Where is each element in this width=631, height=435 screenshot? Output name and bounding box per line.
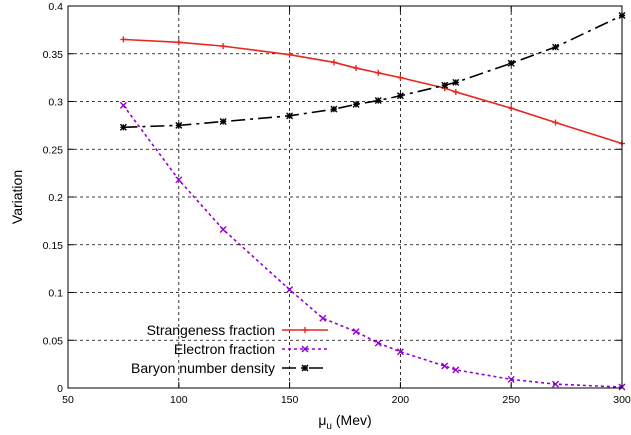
legend-marker <box>302 327 308 333</box>
data-point <box>552 380 560 388</box>
data-point <box>352 100 360 108</box>
data-point <box>286 286 294 294</box>
data-point <box>374 97 382 105</box>
y-tick-label: 0.2 <box>48 192 63 204</box>
series-3 <box>119 12 626 131</box>
legend-label: Strangeness fraction <box>147 322 275 338</box>
data-point <box>352 328 360 336</box>
data-point <box>508 105 515 112</box>
data-point <box>452 88 459 95</box>
series-layer <box>119 12 626 391</box>
y-tick-label: 0.3 <box>48 97 63 109</box>
legend-entry: Baryon number density <box>131 360 328 376</box>
ticks: 50 100 150 200 250 300 0 0.05 0.1 0.15 0.2 0.25 0.3 0… <box>43 1 631 406</box>
legend-label: Electron fraction <box>174 341 275 357</box>
x-axis-label-unit: (Mev) <box>332 412 372 428</box>
x-axis-label-sub: u <box>326 421 332 432</box>
data-point <box>396 92 404 100</box>
legend-label: Baryon number density <box>131 360 275 376</box>
x-tick-label: 250 <box>502 394 520 406</box>
x-axis-label-main: μ <box>318 412 326 428</box>
legend-entry: Electron fraction <box>174 341 328 357</box>
data-point <box>286 112 294 120</box>
series-line <box>123 38 623 145</box>
legend-marker <box>301 364 309 372</box>
data-point <box>330 105 338 113</box>
grid <box>68 6 622 388</box>
data-point <box>396 348 404 356</box>
data-point <box>441 81 449 89</box>
y-axis-label: Variation <box>9 170 25 224</box>
x-tick-label: 100 <box>170 394 188 406</box>
data-point <box>319 314 327 322</box>
y-tick-label: 0 <box>57 383 63 395</box>
data-point <box>374 339 382 347</box>
data-point <box>219 118 227 126</box>
data-point <box>507 375 515 383</box>
data-point <box>397 74 404 81</box>
data-point <box>175 176 183 184</box>
x-tick-label: 150 <box>281 394 299 406</box>
data-point <box>441 362 449 370</box>
legend: Strangeness fraction Electron fraction Bar… <box>131 322 328 376</box>
data-point <box>220 43 227 50</box>
x-tick-label: 200 <box>392 394 410 406</box>
series-2 <box>119 101 626 391</box>
data-point <box>552 119 559 126</box>
y-tick-label: 0.4 <box>48 1 63 13</box>
y-tick-label: 0.05 <box>43 335 64 347</box>
legend-marker <box>301 345 309 353</box>
data-point <box>286 51 293 58</box>
y-tick-label: 0.35 <box>43 49 64 61</box>
y-tick-label: 0.15 <box>43 240 64 252</box>
data-point <box>353 65 360 72</box>
series-1 <box>120 36 625 147</box>
data-point <box>119 101 127 109</box>
x-tick-label: 50 <box>62 394 74 406</box>
legend-entry: Strangeness fraction <box>147 322 328 338</box>
data-point <box>507 59 515 67</box>
data-point <box>452 366 460 374</box>
data-point <box>120 36 127 43</box>
data-point <box>330 59 337 66</box>
data-point <box>219 225 227 233</box>
data-point <box>175 39 182 46</box>
data-point <box>452 78 460 86</box>
data-point <box>175 121 183 129</box>
data-point <box>552 43 560 51</box>
data-point <box>119 123 127 131</box>
data-point <box>375 69 382 76</box>
x-axis-label: μu (Mev) <box>318 412 371 432</box>
y-tick-label: 0.1 <box>48 288 63 300</box>
x-tick-label: 300 <box>613 394 631 406</box>
y-tick-label: 0.25 <box>43 144 64 156</box>
